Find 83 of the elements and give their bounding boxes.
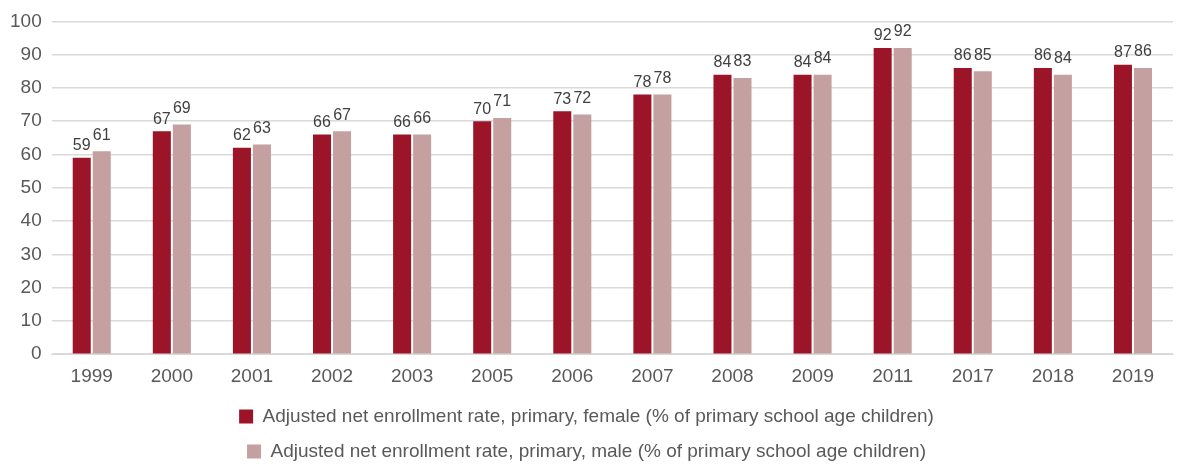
data-label: 62 <box>233 126 251 144</box>
y-tick-label: 40 <box>20 209 42 231</box>
data-label: 78 <box>653 69 672 87</box>
bar <box>1133 67 1152 354</box>
legend-label: Adjusted net enrollment rate, primary, male (% of primary school age children) <box>270 439 926 461</box>
data-label: 61 <box>92 125 111 143</box>
data-label: 67 <box>333 105 352 123</box>
bar <box>72 157 91 354</box>
x-tick-label: 2003 <box>390 364 434 386</box>
y-tick-label: 30 <box>20 242 42 264</box>
bar <box>553 111 572 354</box>
data-label: 92 <box>873 26 892 44</box>
bar <box>653 94 672 354</box>
x-tick-label: 2005 <box>471 364 514 386</box>
y-tick-label: 0 <box>31 342 42 364</box>
bar <box>633 94 652 354</box>
data-label: 84 <box>793 53 812 71</box>
data-label: 71 <box>493 92 512 110</box>
bar <box>1113 64 1132 354</box>
bar <box>713 74 732 354</box>
data-label: 92 <box>893 22 912 40</box>
bar <box>252 144 271 354</box>
y-tick-label: 60 <box>20 142 42 164</box>
bar <box>893 48 912 354</box>
data-label: 69 <box>172 98 191 116</box>
x-tick-label: 2017 <box>951 364 994 386</box>
x-tick-label: 2008 <box>711 364 754 386</box>
x-tick-label: 2019 <box>1111 364 1155 386</box>
bar <box>172 124 191 354</box>
bar <box>152 131 171 354</box>
bar <box>313 134 332 354</box>
data-label: 86 <box>1033 46 1052 64</box>
data-label: 84 <box>1053 49 1072 67</box>
x-tick-label: 2002 <box>310 364 354 386</box>
data-label: 66 <box>393 112 412 130</box>
y-tick-label: 20 <box>20 275 42 297</box>
data-label: 67 <box>152 109 171 127</box>
bar <box>973 71 992 354</box>
data-label: 78 <box>633 73 652 91</box>
y-tick-label: 10 <box>20 309 42 331</box>
bar <box>813 74 832 354</box>
data-label: 87 <box>1114 43 1132 61</box>
bar <box>92 151 111 354</box>
x-tick-label: 2011 <box>872 364 914 386</box>
x-tick-label: 2006 <box>551 364 594 386</box>
bar <box>733 77 752 354</box>
data-label: 86 <box>1134 42 1152 60</box>
bar <box>413 134 432 354</box>
bar <box>953 67 972 354</box>
data-label: 83 <box>733 52 752 70</box>
legend-label: Adjusted net enrollment rate, primary, female (% of primary school age children) <box>262 404 934 426</box>
y-tick-label: 90 <box>20 42 42 64</box>
y-tick-label: 50 <box>20 176 42 198</box>
data-label: 84 <box>713 53 732 71</box>
x-tick-label: 2007 <box>631 364 674 386</box>
data-label: 59 <box>72 136 91 154</box>
bar <box>1033 67 1052 354</box>
data-label: 66 <box>413 108 432 126</box>
x-tick-label: 1999 <box>70 364 113 386</box>
y-tick-label: 70 <box>20 109 42 131</box>
x-tick-label: 2000 <box>150 364 193 386</box>
data-label: 85 <box>973 45 992 63</box>
data-label: 86 <box>953 46 972 64</box>
bar <box>873 48 892 354</box>
bar <box>393 134 412 354</box>
bar <box>333 131 352 354</box>
data-label: 73 <box>553 89 572 107</box>
x-tick-label: 2009 <box>791 364 834 386</box>
data-label: 66 <box>313 112 332 130</box>
bar <box>493 117 512 354</box>
bar <box>573 114 592 354</box>
bar <box>473 121 492 354</box>
data-label: 72 <box>573 88 592 106</box>
y-tick-label: 100 <box>10 9 42 31</box>
x-tick-label: 2018 <box>1031 364 1074 386</box>
x-tick-label: 2001 <box>230 364 274 386</box>
data-label: 70 <box>473 99 492 117</box>
data-label: 63 <box>253 118 271 136</box>
bar <box>232 147 251 354</box>
y-tick-label: 80 <box>20 76 42 98</box>
data-label: 84 <box>813 49 832 67</box>
bar <box>1053 74 1072 354</box>
bar <box>793 74 812 354</box>
